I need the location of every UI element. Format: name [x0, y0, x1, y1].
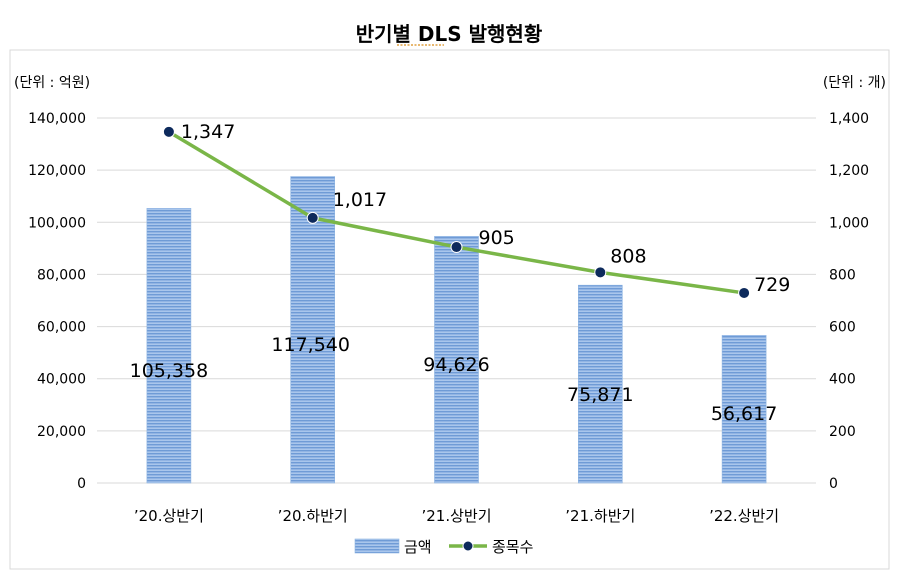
bar-value-label: 75,871	[567, 384, 633, 406]
line-value-label: 1,017	[333, 189, 387, 211]
legend-label-bar: 금액	[404, 538, 432, 556]
x-tick-label: ’20.상반기	[134, 507, 204, 525]
y-right-tick-label: 200	[829, 424, 856, 440]
y-right-tick-label: 800	[829, 267, 856, 283]
y-left-tick-label: 100,000	[28, 215, 86, 231]
legend: 금액 종목수	[354, 538, 533, 556]
y-left-tick-label: 140,000	[28, 111, 86, 127]
x-tick-label: ’21.하반기	[565, 507, 635, 525]
y-left-tick-label: 20,000	[37, 424, 86, 440]
bar-value-label: 117,540	[271, 334, 350, 356]
y-right-tick-label: 600	[829, 320, 856, 336]
y-right-tick-label: 1,000	[829, 215, 869, 231]
line-value-label: 808	[610, 245, 646, 267]
bar	[146, 208, 192, 484]
legend-label-line: 종목수	[492, 538, 533, 556]
right-unit-label: (단위 : 개)	[823, 75, 886, 91]
x-tick-label: ’20.하반기	[278, 507, 348, 525]
y-right-tick-label: 400	[829, 372, 856, 388]
line-series	[162, 125, 751, 299]
axes: (단위 : 억원) (단위 : 개) 140,000 1,400 120,000 1,20…	[14, 75, 886, 525]
bar	[721, 335, 767, 484]
bar	[434, 235, 479, 484]
chart-title-group: 반기별 DLS 발행현황	[356, 22, 543, 46]
left-unit-label: (단위 : 억원)	[14, 75, 90, 91]
bar-value-label: 56,617	[711, 403, 777, 425]
bar-series	[146, 176, 767, 484]
data-labels: 105,358 117,540 94,626 75,871 56,617 1,347 1,0…	[130, 121, 791, 425]
y-left-tick-label: 60,000	[37, 320, 86, 336]
bar	[577, 284, 623, 484]
y-left-tick-label: 40,000	[37, 372, 86, 388]
y-right-tick-label: 1,400	[829, 111, 869, 127]
legend-marker	[462, 540, 474, 552]
y-left-tick-label: 0	[77, 476, 86, 492]
line-value-label: 729	[754, 274, 790, 296]
chart-title: 반기별 DLS 발행현황	[356, 22, 543, 46]
line-marker	[594, 266, 607, 279]
line-marker	[450, 241, 463, 254]
y-right-tick-label: 0	[829, 476, 838, 492]
line-marker	[162, 125, 175, 138]
line-marker	[738, 286, 751, 299]
line-marker	[306, 211, 319, 224]
line-value-label: 905	[479, 227, 515, 249]
x-tick-label: ’22.상반기	[709, 507, 779, 525]
legend-swatch-bar	[354, 538, 400, 554]
bar-value-label: 94,626	[423, 354, 489, 376]
y-left-tick-label: 120,000	[28, 163, 86, 179]
line-value-label: 1,347	[181, 121, 235, 143]
y-right-tick-label: 1,200	[829, 163, 869, 179]
bar	[290, 176, 336, 484]
bar-value-label: 105,358	[130, 360, 209, 382]
x-tick-label: ’21.상반기	[421, 507, 491, 525]
y-left-tick-label: 80,000	[37, 267, 86, 283]
